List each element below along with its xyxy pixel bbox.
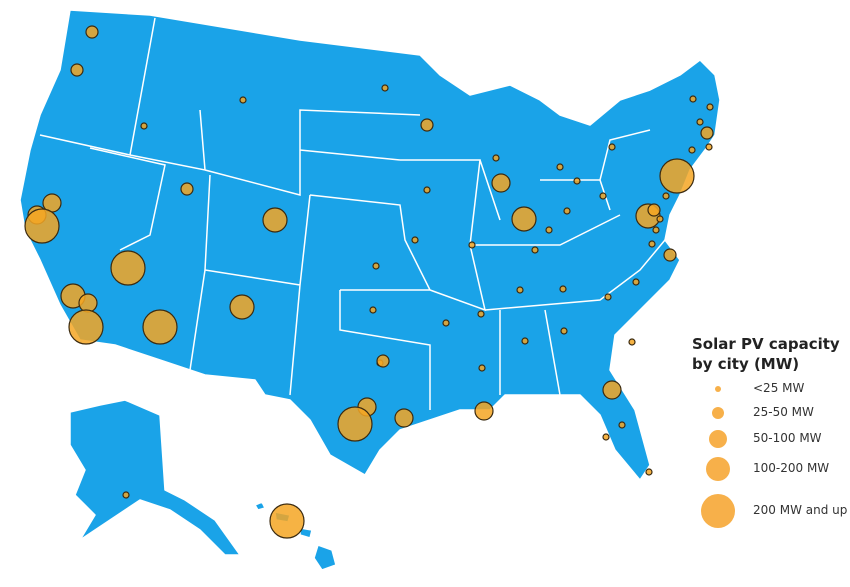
city-bubble <box>262 207 288 233</box>
city-bubble <box>477 310 485 318</box>
city-bubble <box>696 118 704 126</box>
city-bubble <box>689 95 697 103</box>
city-bubble <box>656 215 664 223</box>
city-bubble <box>560 327 568 335</box>
city-bubble <box>521 337 529 345</box>
legend-swatch <box>709 430 727 448</box>
contiguous-us <box>19 9 721 481</box>
city-bubble <box>229 294 255 320</box>
city-bubble <box>662 192 670 200</box>
legend-title: Solar PV capacity by city (MW) <box>692 335 840 373</box>
city-bubble <box>24 208 60 244</box>
city-bubble <box>372 262 380 270</box>
city-bubble <box>78 293 98 313</box>
legend-label: 100-200 MW <box>753 461 830 475</box>
city-bubble <box>411 236 419 244</box>
city-bubble <box>376 354 390 368</box>
city-bubble <box>442 319 450 327</box>
city-bubble <box>394 408 414 428</box>
city-bubble <box>478 364 486 372</box>
city-bubble <box>652 226 660 234</box>
city-bubble <box>70 63 84 77</box>
city-bubble <box>608 143 616 151</box>
city-bubble <box>369 306 377 314</box>
city-bubble <box>110 250 146 286</box>
city-bubble <box>563 207 571 215</box>
state-lines <box>39 17 666 410</box>
city-bubble <box>491 173 511 193</box>
city-bubble <box>602 433 610 441</box>
city-bubble <box>663 248 677 262</box>
city-bubble <box>180 182 194 196</box>
legend-label: 50-100 MW <box>753 431 822 445</box>
city-bubble <box>85 25 99 39</box>
legend-label: 200 MW and up <box>753 503 848 517</box>
city-bubble <box>648 240 656 248</box>
city-bubble <box>545 226 553 234</box>
city-bubble <box>632 278 640 286</box>
city-bubble <box>700 126 714 140</box>
city-bubble <box>122 491 130 499</box>
city-bubble <box>492 154 500 162</box>
city-bubble <box>420 118 434 132</box>
city-bubble <box>474 401 494 421</box>
city-bubble <box>337 406 373 442</box>
city-bubble <box>140 122 148 130</box>
city-bubble <box>705 143 713 151</box>
city-bubble <box>68 309 104 345</box>
legend-swatch <box>712 407 724 419</box>
city-bubble <box>647 203 661 217</box>
city-bubble <box>516 286 524 294</box>
city-bubble <box>556 163 564 171</box>
legend-swatch <box>706 457 730 481</box>
alaska <box>69 399 241 556</box>
state-line <box>39 17 666 410</box>
city-bubble <box>604 293 612 301</box>
city-bubble <box>645 468 653 476</box>
city-bubble <box>269 503 305 539</box>
city-bubble <box>628 338 636 346</box>
legend-marks <box>701 386 735 528</box>
city-bubble <box>618 421 626 429</box>
city-bubble <box>142 309 178 345</box>
city-bubble <box>688 146 696 154</box>
city-bubble <box>468 241 476 249</box>
city-bubble <box>706 103 714 111</box>
city-bubble <box>573 177 581 185</box>
legend-swatch <box>701 494 735 528</box>
city-bubble <box>239 96 247 104</box>
city-bubbles <box>24 25 714 539</box>
legend-swatch <box>715 386 721 392</box>
city-bubble <box>599 192 607 200</box>
city-bubble <box>531 246 539 254</box>
city-bubble <box>423 186 431 194</box>
legend-label: 25-50 MW <box>753 405 814 419</box>
city-bubble <box>381 84 389 92</box>
legend-label: <25 MW <box>753 381 805 395</box>
city-bubble <box>659 158 695 194</box>
city-bubble <box>511 206 537 232</box>
city-bubble <box>559 285 567 293</box>
city-bubble <box>602 380 622 400</box>
